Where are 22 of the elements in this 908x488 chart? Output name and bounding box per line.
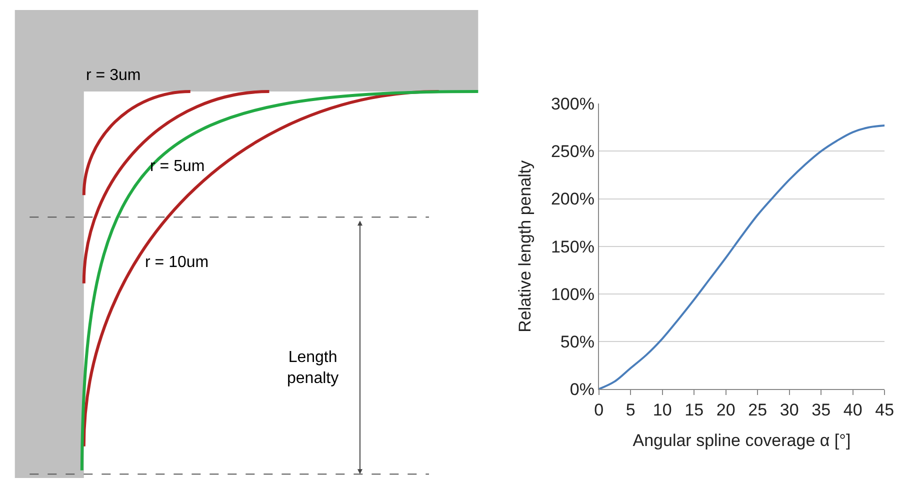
x-tick-label: 45 (875, 400, 894, 420)
x-axis-title: Angular spline coverage α [°] (632, 430, 851, 450)
y-tick-label: 200% (550, 190, 594, 209)
y-axis-title: Relative length penalty (516, 160, 535, 332)
x-tick-label: 10 (652, 400, 672, 420)
y-tick-label: 50% (560, 332, 594, 352)
x-tick-label: 15 (684, 400, 704, 420)
text: r = 10um (145, 254, 209, 271)
x-tick-label: 0 (594, 400, 604, 420)
x-tick-label: 40 (843, 400, 862, 420)
y-tick-label: 0% (570, 380, 594, 400)
y-tick-label: 150% (550, 237, 594, 256)
y-tick-label: 300% (550, 94, 594, 114)
y-tick-label: 250% (550, 142, 594, 162)
x-tick-label: 5 (626, 400, 636, 420)
text: r = 3um (86, 67, 141, 84)
x-tick-label: 20 (716, 400, 736, 420)
x-tick-label: 25 (748, 400, 768, 420)
y-tick-label: 100% (550, 284, 594, 304)
x-tick-label: 35 (812, 400, 831, 420)
text: Length penalty (287, 349, 339, 387)
x-tick-label: 30 (780, 400, 799, 420)
